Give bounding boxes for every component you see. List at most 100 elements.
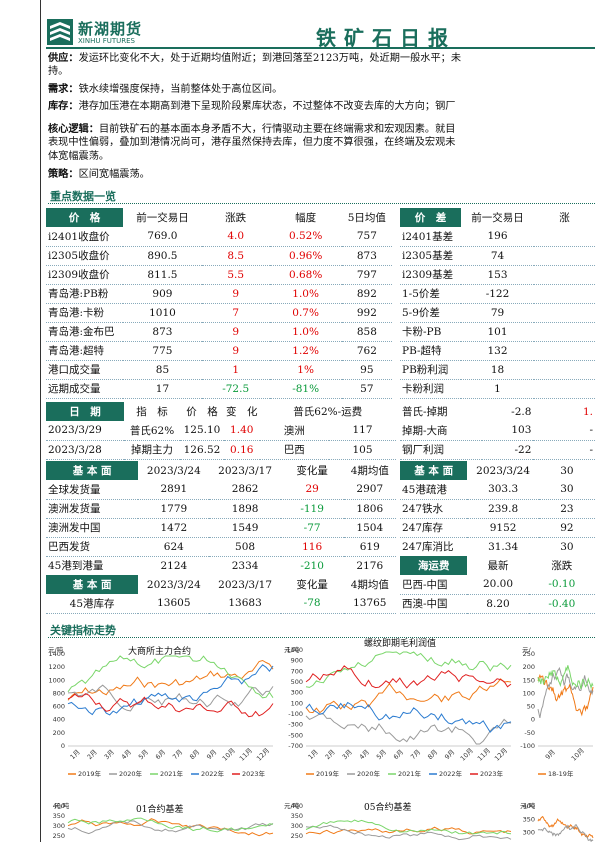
logic-text: 目前铁矿石的基本面本身矛盾不大，行情驱动主要在终端需求和宏观因素。就目 xyxy=(98,124,456,135)
th-fund3-avg: 4期均值 xyxy=(343,575,396,594)
legend-label: 2019年 xyxy=(78,769,102,778)
x-tick-label: 10月 xyxy=(459,747,475,763)
table-cell: 0.96% xyxy=(269,246,342,266)
table-cell: 1 xyxy=(460,379,535,399)
table-cell xyxy=(534,265,595,285)
y-tick-label: 400 xyxy=(291,802,303,810)
table-cell: 105 xyxy=(329,440,396,460)
table-cell: i2309基差 xyxy=(400,265,461,285)
x-tick-label: 6月 xyxy=(154,748,167,761)
table-cell xyxy=(534,303,595,323)
fundamentals-table: 基 本 面 2023/3/24 2023/3/17 变化量 4期均值 全球发货量… xyxy=(46,461,396,576)
table-cell: 30 xyxy=(538,480,595,500)
y-tick-label: 1200 xyxy=(48,663,65,671)
chart1-title: 大商所主力合约 xyxy=(128,647,192,657)
x-tick-label: 1月 xyxy=(307,748,320,761)
table-cell: 1898 xyxy=(209,499,281,519)
table-cell: PB-超特 xyxy=(400,341,461,361)
table-cell: 1% xyxy=(269,360,342,380)
th-indicator: 指 标 xyxy=(124,402,180,421)
table-row: 远期成交量 17 -72.5 -81% 57 xyxy=(46,379,392,399)
table-cell: 1806 xyxy=(343,499,396,519)
legend-label: 2023年 xyxy=(480,769,504,778)
table-cell: 31.34 xyxy=(467,537,539,557)
table-cell: 5-9价差 xyxy=(400,303,461,323)
table-cell xyxy=(534,379,595,399)
table-cell: 1010 xyxy=(123,303,202,323)
th-change: 涨跌 xyxy=(201,208,270,227)
table-cell: 757 xyxy=(341,227,392,247)
table-row: 247库存 9152 92 xyxy=(400,518,595,538)
table-row: 247铁水 239.8 23 xyxy=(400,499,595,519)
x-tick-label: 8月 xyxy=(188,748,201,761)
table-cell: 2176 xyxy=(343,556,396,576)
mini-table: 普氏-掉期 -2.8 1. 掉期-大商 103- 钢厂利润 -22- xyxy=(400,402,595,460)
table-cell: 9152 xyxy=(467,518,539,538)
table-cell: 远期成交量 xyxy=(46,379,124,399)
table-cell: -81% xyxy=(269,379,342,399)
table-cell: 125.10 xyxy=(180,421,224,441)
date-table-header: 日 期 指 标 价 格 变 化 普氏62%-运费 xyxy=(46,402,396,421)
th-freight-latest: 最新 xyxy=(467,556,529,575)
series-line xyxy=(305,713,512,745)
y-tick-label: 900 xyxy=(291,657,303,665)
chart1-unit: 元/吨 xyxy=(48,646,64,654)
table-row: 青岛港:PB粉 909 9 1.0% 892 xyxy=(46,284,392,304)
table-cell: 57 xyxy=(341,379,392,399)
x-tick-label: 3月 xyxy=(341,748,354,761)
legend-label: 2022年 xyxy=(439,769,463,778)
series-line xyxy=(67,820,274,835)
table-cell: 1.0% xyxy=(269,284,342,304)
supply-label: 供应： xyxy=(48,52,79,64)
y-tick-label: 50 xyxy=(527,703,535,711)
y-tick-label: 350 xyxy=(291,812,303,820)
report-title: 铁矿石日报 xyxy=(316,26,456,50)
table-cell: 1549 xyxy=(209,518,281,538)
table-cell: 873 xyxy=(341,246,392,266)
y-tick-label: 400 xyxy=(53,802,65,810)
table-cell: 45港库存 xyxy=(46,594,139,614)
table-row: 卡粉-PB 101 xyxy=(400,322,595,342)
table-cell: 西澳-中国 xyxy=(400,594,468,614)
table-cell: i2401收盘价 xyxy=(46,227,124,247)
table-cell: 153 xyxy=(460,265,535,285)
table-cell: -122 xyxy=(460,284,535,304)
supply-paragraph: 供应：发运环比变化不大，处于近期均值附近；到港回落至2123万吨，处近期一般水平… xyxy=(48,51,595,67)
table-cell xyxy=(534,227,595,247)
mini-header-label: 普氏-掉期 xyxy=(402,406,448,418)
table-cell: 92 xyxy=(538,518,595,538)
table-cell: 9 xyxy=(201,284,270,304)
chart4-unit: 元/吨 xyxy=(54,802,70,810)
series-line xyxy=(537,665,594,690)
y-tick-label: -500 xyxy=(288,731,303,739)
table-cell: 101 xyxy=(460,322,535,342)
table-cell: i2305基差 xyxy=(400,246,461,266)
table-row: 2023/3/29 普氏62% 125.10 1.40 澳洲 117 xyxy=(46,421,396,441)
table-row: 全球发货量 2891 2862 29 2907 xyxy=(46,480,396,500)
x-tick-label: 9月 xyxy=(544,748,557,761)
y-tick-label: 1000 xyxy=(48,676,65,684)
demand-label: 需求： xyxy=(48,83,79,95)
table-cell: 青岛港:金布巴 xyxy=(46,322,124,342)
table-cell: 909 xyxy=(123,284,202,304)
table-cell: 45港疏港 xyxy=(400,480,468,500)
section-divider-2 xyxy=(48,637,595,638)
table-cell: 1 xyxy=(201,360,270,380)
x-tick-label: 12月 xyxy=(255,747,271,763)
logic-paragraph: 核心逻辑：目前铁矿石的基本面本身矛盾不大，行情驱动主要在终端需求和宏观因素。就目 xyxy=(48,122,595,138)
chart2-title: 螺纹即期毛利润值 xyxy=(364,639,437,649)
series-line xyxy=(305,819,512,835)
table-cell: 8.20 xyxy=(467,594,529,614)
x-tick-label: 9月 xyxy=(205,748,218,761)
y-tick-label: -300 xyxy=(288,721,303,729)
table-cell: 卡粉-PB xyxy=(400,322,461,342)
section-key-data: 重点数据一览 xyxy=(50,190,116,203)
y-tick-label: 0 xyxy=(61,742,65,750)
table-cell: -78 xyxy=(280,594,344,614)
table-cell: i2305收盘价 xyxy=(46,246,124,266)
y-tick-label: -50 xyxy=(524,729,535,737)
y-tick-label: 300 xyxy=(291,689,303,697)
table-row: 澳洲发中国 1472 1549 -77 1504 xyxy=(46,518,396,538)
table-cell: 619 xyxy=(343,537,396,557)
table-row: 2023/3/28 掉期主力 126.52 0.16 巴西 105 xyxy=(46,440,396,460)
